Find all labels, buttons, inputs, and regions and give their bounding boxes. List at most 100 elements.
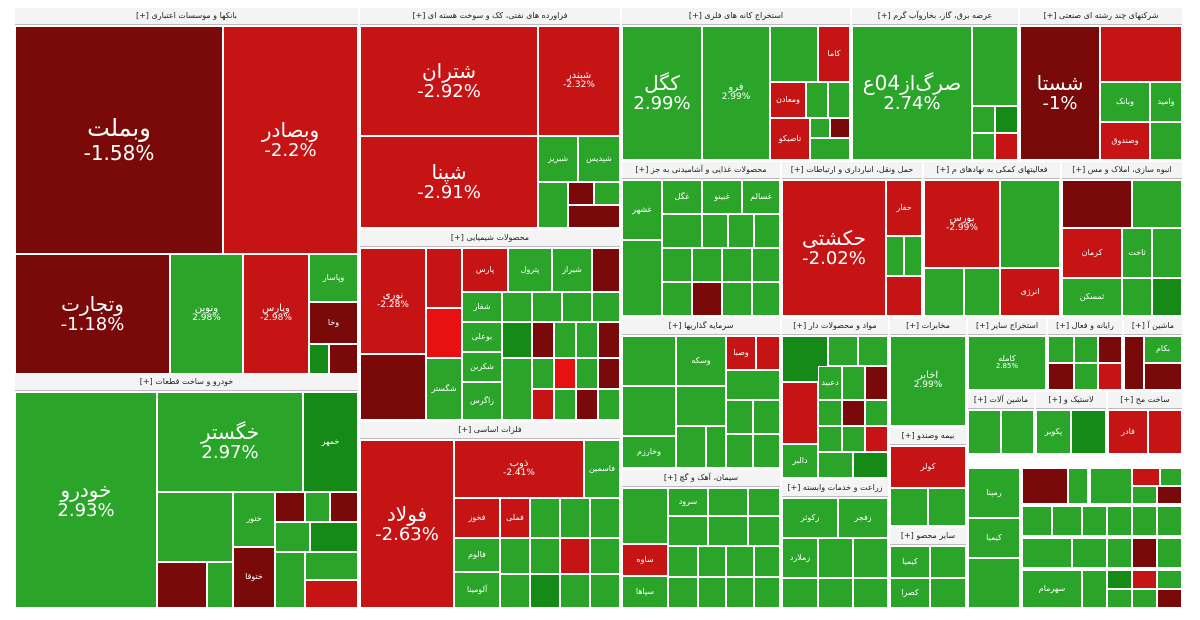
sector-agriculture[interactable]: زراعت و خدمات وابسته [+] زکوثر زفجر زملا… <box>782 480 888 608</box>
sector-financial-aux[interactable]: فعالیتهای کمکی به نهادهای م [+] بورس -2.9… <box>924 162 1060 316</box>
tile-small[interactable] <box>722 248 752 282</box>
tile-small[interactable] <box>560 574 590 608</box>
tile-small[interactable] <box>1048 363 1074 390</box>
sector-rubber[interactable]: لاستیک و [+] پکویر <box>1036 392 1106 454</box>
tile-small[interactable] <box>1100 26 1182 82</box>
sector-title[interactable]: ساخت مح [+] <box>1108 392 1182 409</box>
tile-small[interactable] <box>752 248 780 282</box>
tile-shpedis[interactable]: شپدیس <box>578 136 620 182</box>
tile-small[interactable] <box>1160 468 1182 486</box>
tile-small[interactable] <box>305 580 358 608</box>
sector-transport[interactable]: حمل ونقل، انبارداری و ارتباطات [+] حکشتی… <box>782 162 922 316</box>
tile-small[interactable] <box>207 562 233 608</box>
tile-zkosar[interactable]: زکوثر <box>782 498 838 538</box>
tile-small[interactable] <box>598 358 620 389</box>
tile-small[interactable] <box>668 546 698 577</box>
sector-construction[interactable]: انبوه سازی، املاک و مس [+] کرمان ثاخت ثم… <box>1062 162 1182 316</box>
tile-vtejarat[interactable]: وتجارت -1.18% <box>15 254 170 374</box>
tile-small[interactable] <box>275 552 305 608</box>
tile-small[interactable] <box>964 268 1000 316</box>
sector-misc[interactable]: رمپنا کیمیا سهرمام <box>968 456 1182 608</box>
sector-title[interactable]: سرمایه گذاریها [+] <box>622 318 780 335</box>
tile-small[interactable] <box>1022 506 1052 536</box>
tile-small[interactable] <box>668 577 698 608</box>
tile-small[interactable] <box>554 389 576 420</box>
tile-small[interactable] <box>676 426 706 468</box>
tile-small[interactable] <box>698 577 726 608</box>
tile-small[interactable] <box>995 106 1018 133</box>
tile-small[interactable] <box>662 248 692 282</box>
tile-small[interactable] <box>865 366 888 400</box>
sector-utilities[interactable]: عرضه برق، گاز، بخاروآب گرم [+] صرگ‌از04ع… <box>852 8 1018 160</box>
sector-title[interactable]: محصولات غذایی و آشامیدنی به جز [+] <box>622 162 780 179</box>
tile-khodro[interactable]: خودرو 2.93% <box>15 392 157 608</box>
sector-other-products[interactable]: سایر محصو [+] کیمیا کصرا <box>890 528 966 608</box>
tile-small[interactable] <box>754 546 780 577</box>
tile-small[interactable] <box>1132 506 1157 536</box>
tile-small[interactable] <box>157 492 233 562</box>
tile-small[interactable] <box>842 400 865 426</box>
tile-small[interactable] <box>698 546 726 577</box>
tile-small[interactable] <box>828 336 858 366</box>
tile-vbank[interactable]: وبانک <box>1100 82 1150 122</box>
tile-small[interactable] <box>1062 180 1132 228</box>
tile-small[interactable] <box>538 182 568 228</box>
sector-title[interactable]: شرکتهای چند رشته ای صنعتی [+] <box>1020 8 1182 25</box>
tile-small[interactable] <box>568 205 620 228</box>
tile-small[interactable] <box>1074 336 1098 363</box>
sector-petroleum[interactable]: فراورده های نفتی، کک و سوخت هسته ای [+] … <box>360 8 620 228</box>
tile-small[interactable] <box>858 336 888 366</box>
tile-small[interactable] <box>1122 278 1152 316</box>
tile-zob[interactable]: ذوب -2.41% <box>454 440 584 498</box>
tile-small[interactable] <box>930 578 966 608</box>
tile-ghsalem[interactable]: غسالم <box>742 180 780 214</box>
tile-small[interactable] <box>590 538 620 574</box>
tile-aluminum[interactable]: آلومینا <box>454 572 500 608</box>
tile-small[interactable] <box>1132 180 1182 228</box>
tile-vnovin[interactable]: ونوین 2.98% <box>170 254 243 374</box>
tile-foro[interactable]: فرو 2.99% <box>702 26 770 160</box>
tile-small[interactable] <box>275 492 305 522</box>
tile-small[interactable] <box>1072 538 1107 568</box>
tile-ghshahr[interactable]: غشهر <box>622 180 662 240</box>
sector-insurance[interactable]: بیمه وصندو [+] کولر <box>890 428 966 526</box>
sector-title[interactable]: سایر محصو [+] <box>890 528 966 545</box>
tile-fkhooz[interactable]: فخوز <box>454 498 500 538</box>
tile-koolar[interactable]: کولر <box>890 446 966 488</box>
sector-telecom[interactable]: مخابرات [+] اخابر 2.99% <box>890 318 966 426</box>
tile-zmelard[interactable]: زملارد <box>782 538 818 578</box>
tile-small[interactable] <box>622 386 676 436</box>
tile-shpena[interactable]: شپنا -2.91% <box>360 136 538 228</box>
sector-title[interactable]: حمل ونقل، انبارداری و ارتباطات [+] <box>782 162 922 179</box>
tile-akhaber[interactable]: اخابر 2.99% <box>890 336 966 426</box>
tile-small[interactable] <box>532 322 554 358</box>
tile-small[interactable] <box>748 516 780 546</box>
tile-small[interactable] <box>722 282 752 316</box>
tile-small[interactable] <box>1132 468 1160 486</box>
sector-title[interactable]: استخراج کانه های فلزی [+] <box>622 8 850 25</box>
tile-small[interactable] <box>532 358 554 389</box>
tile-small[interactable] <box>668 516 708 546</box>
tile-small[interactable] <box>1048 336 1074 363</box>
tile-small[interactable] <box>708 488 748 516</box>
tile-small[interactable] <box>702 214 728 248</box>
sector-title[interactable]: عرضه برق، گاز، بخاروآب گرم [+] <box>852 8 1018 25</box>
tile-small[interactable] <box>576 358 598 389</box>
tile-small[interactable] <box>662 214 702 248</box>
tile-shkarbon[interactable]: شکربن <box>462 352 502 382</box>
tile-small[interactable] <box>305 552 358 580</box>
tile-small[interactable] <box>502 292 532 322</box>
tile-small[interactable] <box>554 358 576 389</box>
tile-small[interactable] <box>576 322 598 358</box>
sector-title[interactable]: فعالیتهای کمکی به نهادهای م [+] <box>924 162 1060 179</box>
tile-small[interactable] <box>1152 228 1182 278</box>
tile-small[interactable] <box>560 498 590 538</box>
tile-small[interactable] <box>886 236 904 276</box>
tile-haffar[interactable]: حفار <box>886 180 922 236</box>
tile-small[interactable] <box>592 292 620 322</box>
tile-faloom[interactable]: فالوم <box>454 538 500 572</box>
tile-small[interactable] <box>1090 468 1132 504</box>
tile-small[interactable] <box>1082 506 1107 536</box>
tile-small[interactable] <box>782 578 818 608</box>
tile-small[interactable] <box>530 574 560 608</box>
